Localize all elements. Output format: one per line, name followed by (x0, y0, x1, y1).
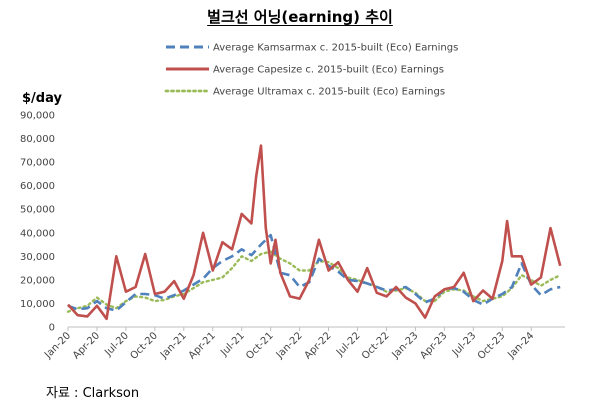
x-tick-label: Jan-23 (390, 330, 421, 361)
x-tick-label: Jan-24 (505, 330, 536, 361)
series-line-kamsarmax (67, 233, 561, 312)
x-tick-label: Jan-21 (158, 330, 189, 361)
y-tick-label: 50,000 (20, 205, 55, 216)
y-axis-unit-label: $/day (22, 91, 62, 106)
legend: Average Kamsarmax c. 2015-built (Eco) Ea… (164, 43, 458, 98)
chart-title: 벌크선 어닝(earning) 추이 (207, 8, 393, 26)
x-tick-label: Apr-21 (187, 330, 218, 361)
y-tick-label: 90,000 (20, 111, 55, 122)
y-tick-label: 70,000 (20, 158, 55, 169)
y-tick-label: 60,000 (20, 181, 55, 192)
series-line-capesize (67, 144, 562, 321)
series-line-ultramax (66, 250, 562, 313)
y-tick-label: 0 (49, 323, 55, 334)
y-tick-label: 40,000 (20, 228, 55, 239)
x-tick-label: Apr-20 (71, 330, 102, 361)
x-tick-label: Oct-23 (476, 330, 508, 362)
x-tick-label: Jul-21 (218, 330, 247, 359)
legend-label-capesize: Average Capesize c. 2015-built (Eco) Ear… (213, 65, 444, 76)
x-tick-label: Apr-23 (418, 330, 449, 361)
x-tick-label: Oct-21 (244, 330, 276, 362)
x-tick-label: Jul-23 (450, 330, 479, 359)
legend-label-ultramax: Average Ultramax c. 2015-built (Eco) Ear… (213, 87, 445, 98)
x-tick-label: Oct-20 (128, 330, 160, 362)
y-tick-label: 20,000 (20, 275, 55, 286)
series-lines (66, 144, 562, 321)
y-tick-label: 80,000 (20, 134, 55, 145)
x-tick-label: Jan-22 (274, 330, 305, 361)
x-tick-label: Jul-22 (334, 330, 363, 359)
source-note: 자료 : Clarkson (46, 386, 140, 401)
legend-label-kamsarmax: Average Kamsarmax c. 2015-built (Eco) Ea… (213, 43, 458, 54)
x-tick-label: Apr-22 (303, 330, 334, 361)
y-axis-ticks: 0 10,000 20,000 30,000 40,000 50,000 60,000 70,… (20, 111, 55, 334)
y-tick-label: 30,000 (20, 252, 55, 263)
x-tick-label: Jul-20 (102, 330, 131, 359)
y-tick-label: 10,000 (20, 299, 55, 310)
x-tick-label: Oct-22 (360, 330, 392, 362)
x-tick-label: Jan-20 (42, 330, 73, 361)
